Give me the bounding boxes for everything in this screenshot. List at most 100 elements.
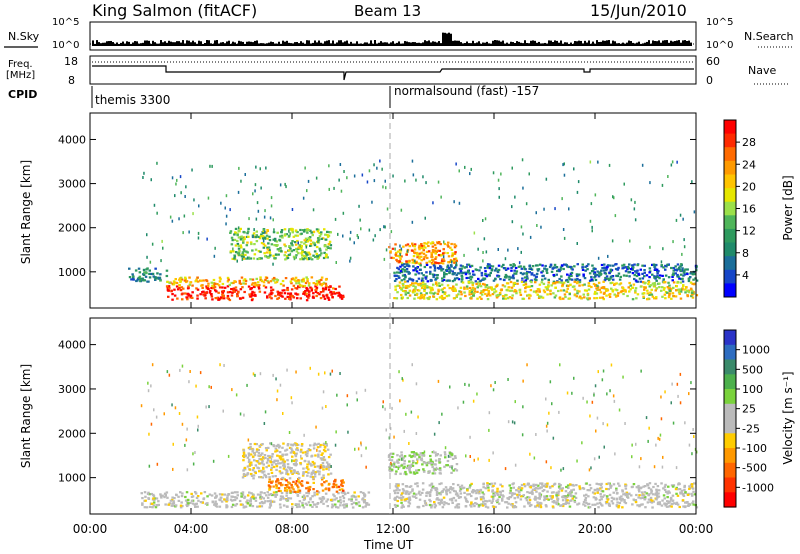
- data-cell: [679, 290, 683, 293]
- data-cell: [394, 253, 397, 256]
- scatter-point: [360, 454, 363, 458]
- data-cell: [195, 278, 198, 281]
- data-cell: [400, 501, 403, 504]
- data-cell: [297, 486, 300, 489]
- scatter-point: [213, 254, 216, 258]
- data-cell: [233, 257, 236, 260]
- data-cell: [654, 289, 657, 292]
- data-cell: [266, 496, 270, 499]
- data-cell: [277, 253, 280, 256]
- scatter-point: [411, 363, 413, 367]
- data-cell: [497, 264, 501, 267]
- scatter-point: [526, 363, 528, 367]
- scatter-point: [253, 228, 255, 232]
- colorbar-tick-label: 8: [742, 247, 749, 260]
- data-cell: [429, 454, 432, 458]
- data-cell: [666, 496, 669, 499]
- data-cell: [649, 488, 653, 491]
- scatter-point: [660, 260, 663, 264]
- data-cell: [425, 464, 429, 467]
- data-cell: [327, 473, 330, 476]
- data-cell: [462, 486, 466, 489]
- data-cell: [664, 264, 667, 267]
- data-cell: [471, 503, 475, 506]
- data-cell: [275, 491, 278, 494]
- data-cell: [641, 496, 645, 499]
- data-cell: [268, 476, 271, 479]
- data-cell: [591, 264, 594, 267]
- scatter-point: [415, 432, 418, 435]
- data-cell: [396, 266, 399, 269]
- data-cell: [324, 282, 328, 285]
- data-cell: [624, 494, 628, 497]
- data-cell: [470, 297, 473, 300]
- data-cell: [464, 498, 468, 501]
- data-cell: [314, 454, 317, 457]
- data-cell: [400, 492, 404, 495]
- scatter-point: [603, 445, 605, 449]
- data-cell: [508, 289, 512, 292]
- data-cell: [430, 292, 433, 295]
- data-cell: [454, 266, 457, 269]
- data-cell: [254, 281, 257, 285]
- data-cell: [490, 501, 493, 504]
- noise-sample: [160, 40, 162, 46]
- data-cell: [263, 252, 266, 255]
- data-cell: [614, 267, 618, 271]
- colorbar-block: [724, 174, 736, 189]
- data-cell: [288, 486, 291, 489]
- data-cell: [546, 293, 549, 296]
- data-cell: [418, 289, 421, 292]
- data-cell: [148, 505, 152, 508]
- data-cell: [656, 496, 659, 499]
- data-cell: [446, 265, 449, 268]
- data-cell: [252, 495, 255, 498]
- data-cell: [414, 287, 417, 290]
- scatter-point: [606, 392, 608, 396]
- noise-sample: [452, 40, 454, 46]
- data-cell: [303, 230, 306, 233]
- data-cell: [616, 501, 619, 504]
- scatter-point: [389, 427, 392, 431]
- data-cell: [306, 466, 309, 469]
- scatter-point: [150, 384, 152, 388]
- noise-sample: [124, 43, 126, 46]
- data-cell: [586, 268, 589, 271]
- data-cell: [164, 494, 167, 497]
- data-cell: [496, 501, 499, 504]
- scatter-point: [540, 225, 542, 229]
- data-cell: [238, 250, 241, 253]
- data-cell: [492, 492, 495, 495]
- scatter-point: [168, 373, 171, 377]
- data-cell: [286, 443, 290, 446]
- data-cell: [323, 297, 327, 300]
- scatter-point: [334, 217, 337, 221]
- data-cell: [225, 498, 228, 501]
- data-cell: [258, 290, 262, 293]
- data-cell: [397, 268, 401, 271]
- data-cell: [320, 237, 323, 240]
- data-cell: [256, 257, 259, 261]
- data-cell: [662, 278, 665, 281]
- data-cell: [190, 495, 194, 498]
- colorbar-block: [724, 188, 736, 203]
- data-cell: [654, 493, 657, 496]
- data-cell: [240, 255, 244, 258]
- data-cell: [430, 462, 433, 465]
- data-cell: [272, 279, 275, 282]
- data-cell: [246, 473, 249, 476]
- scatter-point: [464, 382, 466, 386]
- data-cell: [338, 488, 342, 491]
- data-cell: [535, 290, 538, 293]
- data-cell: [294, 453, 298, 456]
- data-cell: [332, 287, 335, 290]
- data-cell: [297, 279, 300, 282]
- data-cell: [279, 282, 283, 286]
- scatter-point: [282, 412, 284, 415]
- data-cell: [285, 472, 288, 475]
- data-cell: [593, 271, 596, 274]
- scatter-point: [683, 238, 685, 242]
- noise-sample: [184, 43, 186, 46]
- data-cell: [296, 297, 299, 300]
